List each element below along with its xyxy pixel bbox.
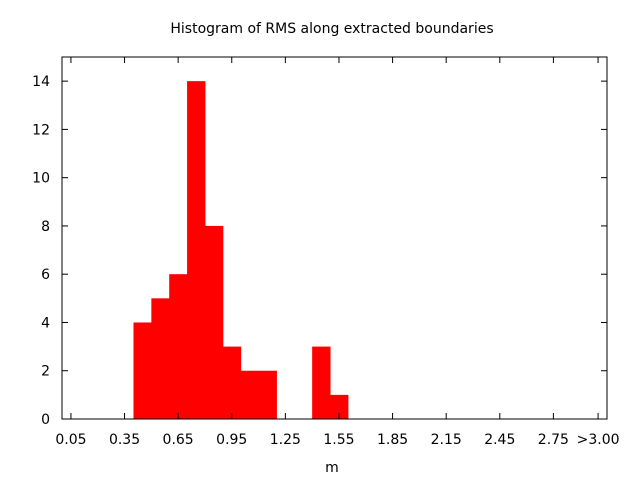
histogram-bar — [240, 370, 260, 419]
histogram-bar — [169, 274, 188, 419]
x-tick-label: 1.25 — [270, 432, 301, 448]
histogram-bar — [133, 322, 152, 419]
ticks-group: 0 2 4 6 8 10 12 14 0.05 0.35 0.65 0.95 1.25 1.55 1.85 2… — [32, 57, 620, 448]
x-tick-label: 1.55 — [323, 432, 354, 448]
x-tick-label: 0.35 — [109, 432, 140, 448]
x-tick-label: 2.45 — [484, 432, 515, 448]
x-tick-label: 2.15 — [431, 432, 462, 448]
chart-title: Histogram of RMS along extracted boundar… — [170, 21, 493, 37]
y-tick-label: 8 — [41, 219, 50, 235]
y-tick-label: 12 — [32, 122, 50, 138]
y-tick-label: 6 — [41, 267, 50, 283]
y-tick-label: 4 — [41, 315, 50, 331]
x-tick-label: 0.95 — [216, 432, 247, 448]
histogram-bar — [330, 394, 349, 419]
histogram-bar — [312, 346, 331, 419]
y-tick-label: 0 — [41, 412, 50, 428]
histogram-bar — [222, 346, 242, 419]
bars-group — [133, 81, 349, 419]
x-tick-label: 0.65 — [163, 432, 194, 448]
x-tick-label: 2.75 — [538, 432, 569, 448]
x-tick-label: 1.85 — [377, 432, 408, 448]
histogram-bar — [187, 81, 206, 419]
y-tick-label: 14 — [32, 74, 50, 90]
histogram-bar — [151, 298, 170, 419]
x-tick-label: >3.00 — [577, 432, 620, 448]
y-tick-label: 2 — [41, 364, 50, 380]
plot-frame — [61, 56, 608, 420]
x-axis-label: m — [325, 460, 339, 476]
y-tick-label: 10 — [32, 171, 50, 187]
histogram-bar — [204, 225, 224, 419]
histogram-bar — [258, 370, 277, 419]
x-tick-label: 0.05 — [55, 432, 86, 448]
